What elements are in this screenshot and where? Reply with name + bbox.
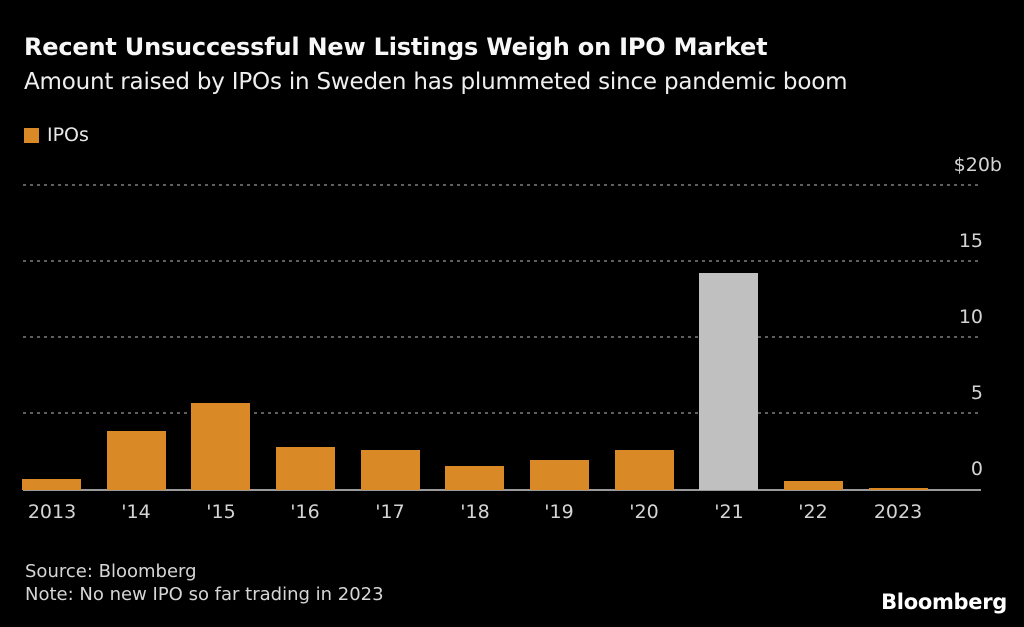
x-axis-tick-17: '17 <box>375 501 405 523</box>
bar-21 <box>699 273 758 490</box>
bar-2013 <box>22 479 81 490</box>
gridline-10 <box>23 336 981 338</box>
bar-17 <box>361 450 420 490</box>
x-axis-tick-20: '20 <box>629 501 659 523</box>
bar-2023 <box>869 488 928 490</box>
chart-subtitle: Amount raised by IPOs in Sweden has plum… <box>24 69 848 95</box>
chart-title: Recent Unsuccessful New Listings Weigh o… <box>24 33 768 61</box>
x-axis-tick-22: '22 <box>798 501 828 523</box>
x-axis-tick-16: '16 <box>290 501 320 523</box>
chart-footer: Source: Bloomberg Note: No new IPO so fa… <box>25 560 384 606</box>
gridline-15 <box>23 260 981 262</box>
note-text: Note: No new IPO so far trading in 2023 <box>25 584 384 605</box>
x-axis-tick-18: '18 <box>460 501 490 523</box>
legend: IPOs <box>24 124 89 146</box>
gridline-5 <box>23 412 981 414</box>
x-axis-tick-2023: 2023 <box>873 501 923 523</box>
y-axis-tick-5: 5 <box>970 382 983 404</box>
bloomberg-logo: Bloomberg <box>881 590 1007 614</box>
source-text: Source: Bloomberg <box>25 561 197 582</box>
legend-label: IPOs <box>47 124 89 146</box>
bar-18 <box>445 466 504 490</box>
x-axis-tick-19: '19 <box>544 501 574 523</box>
x-axis-tick-15: '15 <box>206 501 236 523</box>
bar-16 <box>276 447 335 490</box>
y-axis-tick-20: $20b <box>953 154 1002 176</box>
y-axis-tick-10: 10 <box>958 306 983 328</box>
bar-20 <box>615 450 674 490</box>
gridline-20 <box>23 184 981 186</box>
x-axis-tick-14: '14 <box>121 501 151 523</box>
x-axis-tick-2013: 2013 <box>27 501 77 523</box>
bar-14 <box>107 431 166 490</box>
x-axis-tick-21: '21 <box>714 501 744 523</box>
x-axis-line <box>23 489 981 491</box>
y-axis-tick-15: 15 <box>958 230 983 252</box>
y-axis-tick-0: 0 <box>970 458 983 480</box>
bar-15 <box>191 403 250 490</box>
bar-22 <box>784 481 843 490</box>
bar-19 <box>530 460 589 490</box>
legend-swatch-icon <box>24 127 39 143</box>
